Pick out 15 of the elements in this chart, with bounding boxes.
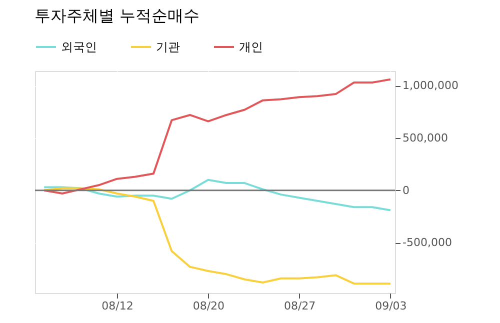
line-series <box>43 78 392 195</box>
y-tick-label: -500,000 <box>402 236 452 250</box>
legend-label: 외국인 <box>61 40 97 54</box>
x-tick-label: 08/27 <box>284 300 316 312</box>
line-series <box>43 187 392 285</box>
legend-label: 기관 <box>156 40 180 54</box>
x-tick-label: 09/03 <box>375 300 407 312</box>
legend-label: 개인 <box>239 40 263 54</box>
x-tick-label: 08/12 <box>102 300 134 312</box>
chart-title: 투자주체별 누적순매수 <box>34 6 200 25</box>
y-tick-label: 1,000,000 <box>402 79 458 92</box>
y-tick-label: 0 <box>402 184 410 197</box>
y-tick-label: 500,000 <box>402 132 448 145</box>
line-series <box>43 178 392 212</box>
x-tick-label: 08/20 <box>192 300 225 312</box>
